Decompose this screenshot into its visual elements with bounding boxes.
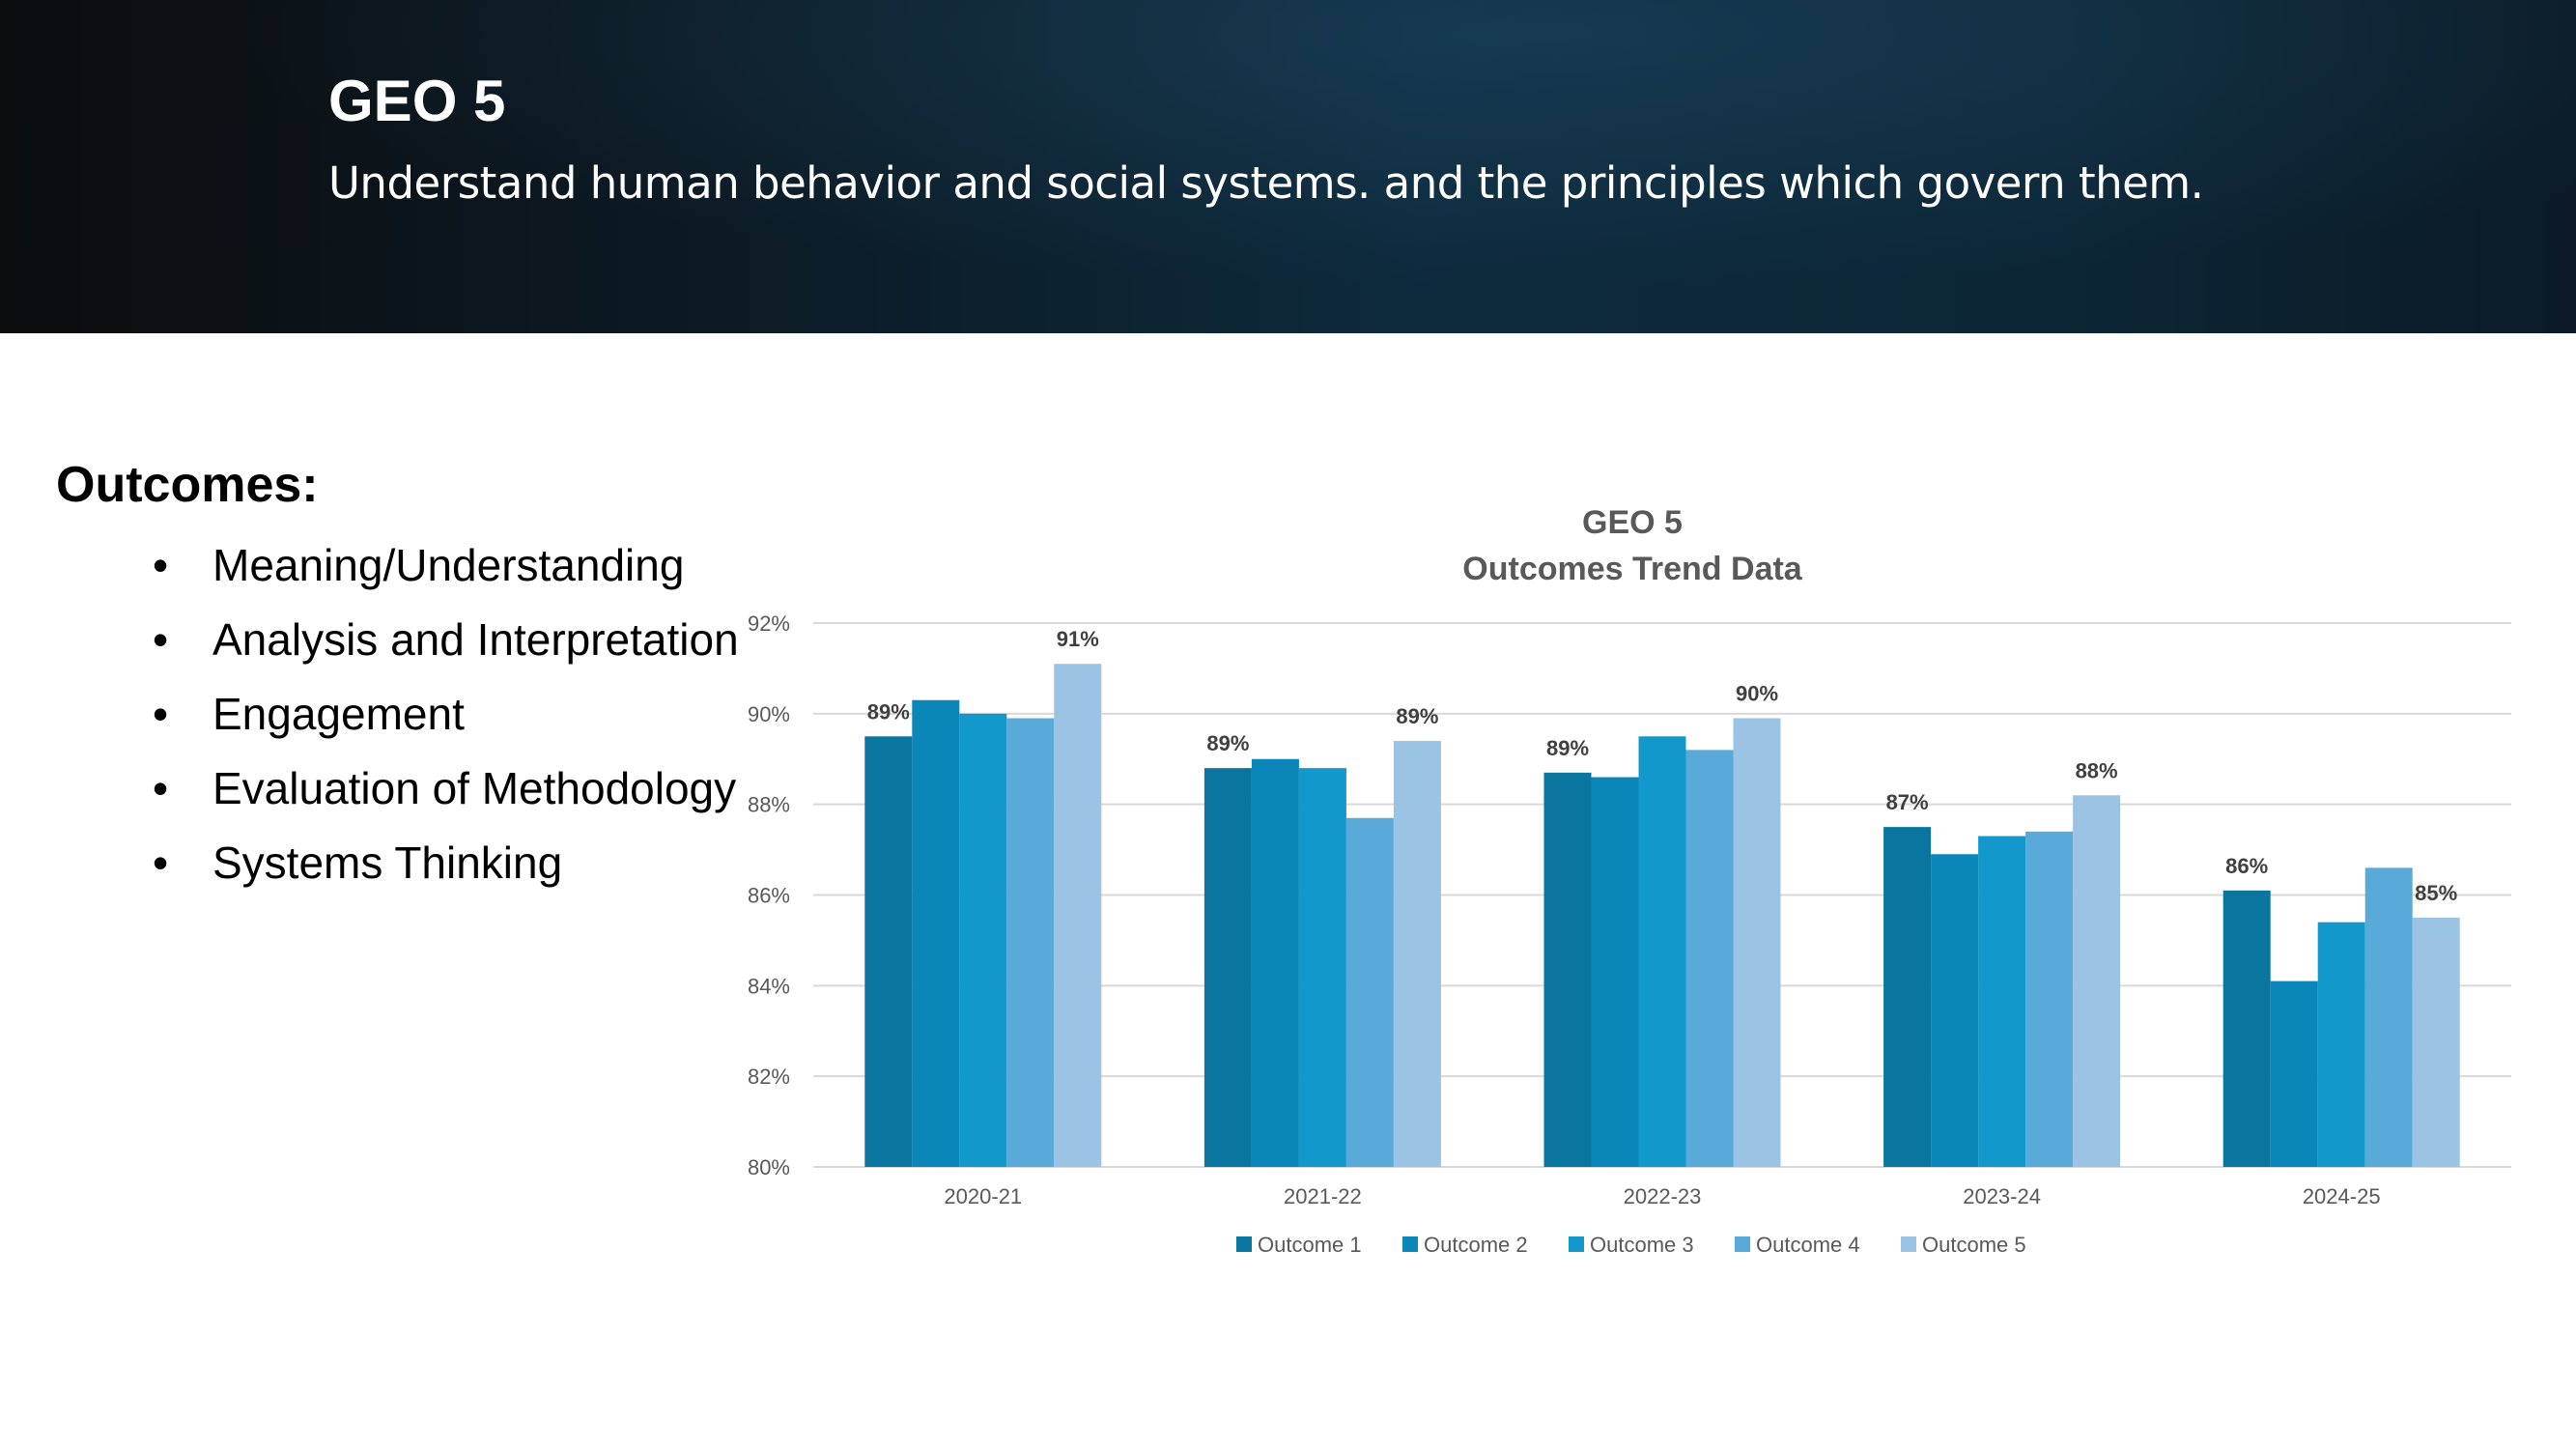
header-banner: GEO 5 Understand human behavior and soci… <box>0 0 2576 333</box>
bar <box>1638 736 1686 1167</box>
bar <box>1393 740 1441 1167</box>
bar <box>1931 854 1979 1167</box>
bar <box>864 736 913 1167</box>
legend-swatch <box>1402 1236 1418 1252</box>
outcomes-list: Meaning/Understanding Analysis and Inter… <box>145 536 850 908</box>
y-tick-label: 88% <box>748 793 790 817</box>
data-label: 89% <box>867 699 910 724</box>
legend-label: Outcome 3 <box>1590 1233 1694 1257</box>
y-tick-label: 90% <box>748 702 790 726</box>
bar <box>2222 890 2271 1167</box>
legend-label: Outcome 5 <box>1922 1233 2026 1257</box>
legend-swatch <box>1569 1236 1584 1252</box>
bar <box>912 699 960 1167</box>
x-tick-label: 2020-21 <box>944 1184 1022 1208</box>
data-label: 89% <box>1546 736 1589 760</box>
bar <box>1685 750 1734 1167</box>
data-label: 89% <box>1396 704 1438 728</box>
x-tick-label: 2024-25 <box>2303 1184 2381 1208</box>
data-label: 86% <box>2225 854 2268 878</box>
outcome-item: Meaning/Understanding <box>145 536 850 594</box>
data-label: 87% <box>1886 790 1929 814</box>
bar <box>2317 922 2365 1167</box>
data-label: 90% <box>1736 682 1778 706</box>
page-title: GEO 5 <box>328 69 506 133</box>
bar <box>2412 917 2460 1167</box>
y-tick-label: 84% <box>748 974 790 998</box>
outcomes-heading: Outcomes: <box>56 457 319 513</box>
bar <box>959 713 1007 1167</box>
outcome-item: Evaluation of Methodology <box>145 759 850 817</box>
bar <box>1298 768 1346 1167</box>
outcomes-trend-chart: GEO 5 Outcomes Trend Data 80% 82% 84% 86% 88… <box>748 504 2511 1257</box>
bar <box>1006 718 1055 1167</box>
bar <box>1591 777 1639 1167</box>
bar <box>1203 768 1252 1167</box>
legend-label: Outcome 2 <box>1424 1233 1528 1257</box>
bar <box>1978 836 2026 1167</box>
bar <box>1345 817 1394 1167</box>
bar <box>1054 664 1102 1167</box>
y-tick-label: 92% <box>748 611 790 636</box>
outcome-item: Engagement <box>145 685 850 743</box>
bar <box>2025 831 2074 1167</box>
data-label: 91% <box>1057 627 1099 651</box>
legend-swatch <box>1236 1236 1252 1252</box>
chart-title: GEO 5 <box>1582 504 1683 541</box>
legend-label: Outcome 1 <box>1258 1233 1362 1257</box>
bar <box>2270 980 2318 1167</box>
legend-swatch <box>1901 1236 1916 1252</box>
chart-subtitle: Outcomes Trend Data <box>1462 551 1803 587</box>
data-label: 88% <box>2076 758 2118 782</box>
bar <box>1883 827 1932 1167</box>
data-label: 89% <box>1206 731 1249 755</box>
bar <box>1251 758 1299 1167</box>
x-tick-label: 2023-24 <box>1963 1184 2041 1208</box>
bar <box>2073 795 2121 1167</box>
outcome-item: Systems Thinking <box>145 834 850 892</box>
bar <box>1733 718 1781 1167</box>
legend-swatch <box>1735 1236 1750 1252</box>
y-tick-label: 80% <box>748 1155 790 1179</box>
x-tick-label: 2022-23 <box>1624 1184 1702 1208</box>
y-tick-label: 82% <box>748 1065 790 1089</box>
outcome-item: Analysis and Interpretation <box>145 611 850 668</box>
data-label: 85% <box>2415 881 2457 905</box>
x-tick-label: 2021-22 <box>1284 1184 1362 1208</box>
bar <box>1543 772 1592 1167</box>
legend-label: Outcome 4 <box>1756 1233 1860 1257</box>
bar <box>2364 867 2413 1167</box>
y-tick-label: 86% <box>748 884 790 908</box>
page-subtitle: Understand human behavior and social sys… <box>328 157 2204 209</box>
